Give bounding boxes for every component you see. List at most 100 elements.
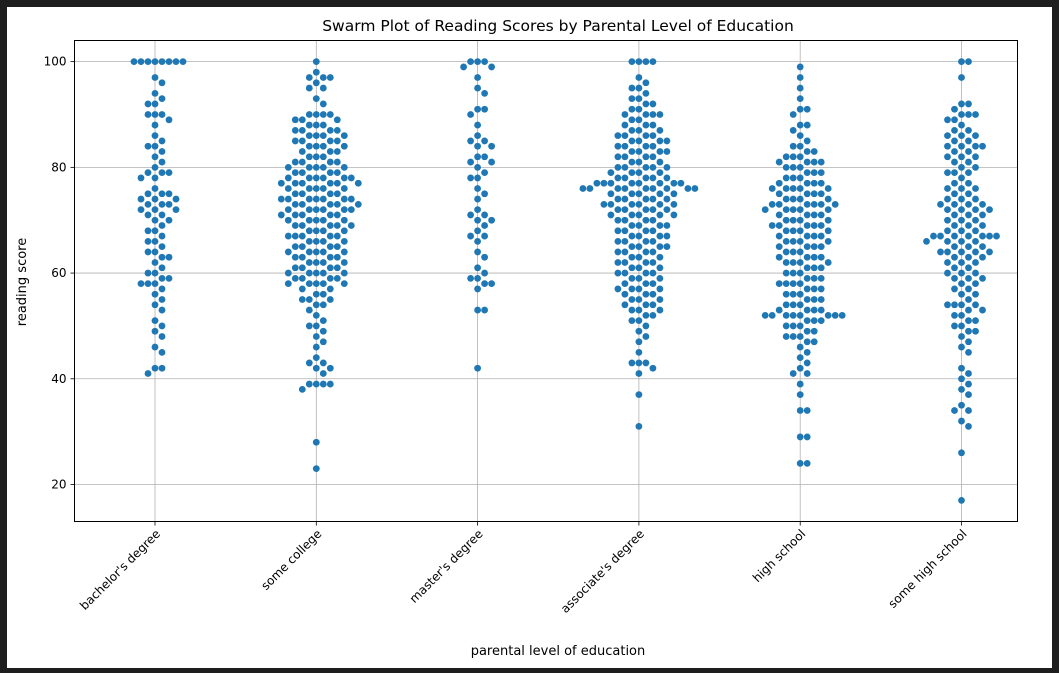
data-point [628,200,636,208]
data-point [951,105,958,113]
data-point [958,142,965,150]
data-point [649,163,657,171]
data-point [628,317,636,325]
data-point [628,232,636,240]
data-point [810,327,818,335]
data-point [951,190,958,198]
data-point [319,100,327,108]
data-point [642,153,650,161]
data-point [782,227,790,235]
data-point [305,195,313,203]
data-point [810,200,818,208]
data-point [817,200,825,208]
data-point [628,148,636,155]
data-point [958,206,965,214]
data-point [312,248,320,256]
data-point [144,370,152,377]
data-point [944,301,951,309]
data-point [144,58,152,66]
data-point [958,100,965,108]
data-point [775,253,783,261]
data-point [670,179,678,187]
data-point [649,290,657,298]
data-point [796,301,804,309]
data-point [312,280,320,288]
data-point [158,348,166,356]
data-point [782,216,790,224]
data-point [312,290,320,298]
x-tick-label: some high school [886,527,970,611]
data-point [796,364,804,372]
data-point [789,280,797,288]
data-point [796,311,804,319]
data-point [803,179,811,187]
data-point [796,333,804,340]
data-point [614,285,622,293]
data-point [312,322,320,330]
data-point [298,169,306,177]
data-point [649,142,657,150]
data-point [298,158,306,166]
data-point [291,116,299,124]
data-point [326,74,334,81]
data-point [775,158,783,166]
data-point [951,285,958,293]
grid-lines [74,40,1018,522]
data-point [151,74,159,81]
data-point [642,333,650,340]
data-point [965,169,972,177]
data-point [979,306,986,314]
data-point [298,126,306,134]
data-point [326,179,334,187]
data-point [656,126,664,134]
data-point [979,253,986,261]
data-point [635,222,643,229]
data-point [312,79,320,87]
data-point [810,274,818,282]
data-point [965,137,972,145]
data-point [284,163,292,171]
swarm-plot: Swarm Plot of Reading Scores by Parental… [15,17,1018,659]
data-point [291,243,299,251]
data-point [810,169,818,177]
data-point [803,200,811,208]
data-point [965,407,972,414]
data-point [768,185,776,192]
data-point [488,280,495,288]
data-point [151,195,159,203]
data-point [319,359,327,367]
data-point [312,343,320,351]
data-point [635,306,643,314]
data-point [958,153,965,161]
chart-figure: Swarm Plot of Reading Scores by Parental… [7,7,1052,668]
data-point [305,206,313,214]
data-point [305,121,313,129]
data-point [291,232,299,240]
data-point [340,280,348,288]
data-point [614,153,622,161]
data-point [789,163,797,171]
data-point [467,137,474,145]
data-point [965,126,972,134]
data-point [642,269,650,277]
data-point [165,58,173,66]
data-point [474,185,481,192]
x-axis-label: parental level of education [471,644,646,659]
data-point [481,306,488,314]
data-point [958,301,965,309]
data-point [824,311,832,319]
data-point [151,58,159,66]
x-tick-label: high school [750,527,808,585]
data-point [958,269,965,277]
data-point [312,237,320,245]
data-point [305,259,313,266]
data-point [165,200,173,208]
data-point [319,163,327,171]
data-point [649,280,657,288]
data-point [628,179,636,187]
data-point [803,306,811,314]
data-point [789,301,797,309]
data-point [298,200,306,208]
data-point [824,237,832,245]
data-point [986,206,993,214]
